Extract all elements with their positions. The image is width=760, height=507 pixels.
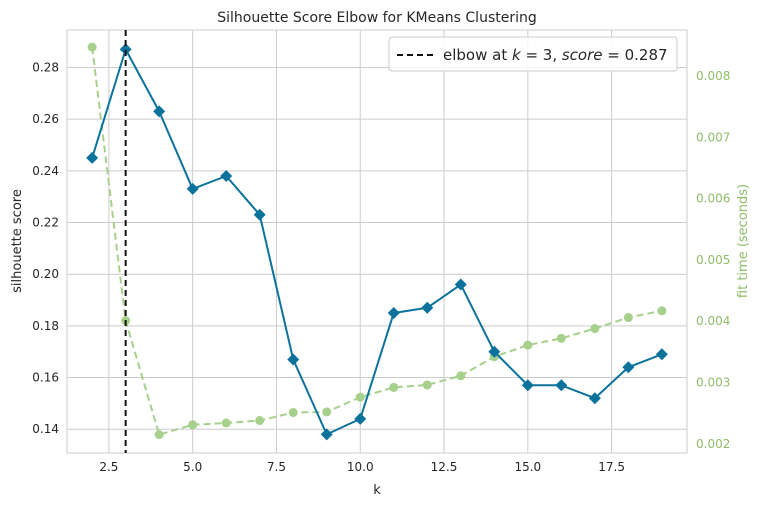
legend-elbow-label: elbow at k = 3, score = 0.287 [443,46,668,64]
fit-time-point [87,42,97,52]
x-tick-label: 15.0 [514,460,541,474]
y-tick-label: 0.24 [32,164,59,178]
silhouette-score-point [119,43,132,56]
silhouette-score-point [253,208,266,221]
silhouette-score-point [454,278,467,291]
fit-time-line [91,47,663,436]
y2-tick-label: 0.003 [696,376,730,390]
series-layer [86,42,668,441]
silhouette-score-point [186,182,199,195]
fit-time-point [322,407,332,417]
fit-time-point [523,340,533,350]
x-tick-label: 17.5 [598,460,625,474]
y2-tick-label: 0.007 [696,130,730,144]
silhouette-score-point [655,348,668,361]
silhouette-score-line [91,48,663,436]
y-tick-label: 0.28 [32,60,59,74]
fit-time-point [221,418,231,428]
silhouette-score-point [354,412,367,425]
y-tick-label: 0.16 [32,371,59,385]
silhouette-score-point [521,379,534,392]
silhouette-score-point [588,392,601,405]
fit-time-point [422,380,432,390]
silhouette-score-point [421,301,434,314]
y2-tick-label: 0.004 [696,314,730,328]
fit-time-point [556,333,566,343]
silhouette-score-point [387,306,400,319]
fit-time-point [657,306,667,316]
y2-tick-label: 0.002 [696,437,730,451]
y-axis-ticks: 0.14 0.16 0.18 0.20 0.22 0.24 0.26 0.28 [32,60,59,436]
y2-axis-label: fit time (seconds) [736,184,751,298]
x-tick-label: 12.5 [431,460,458,474]
silhouette-score-point [153,105,166,118]
legend-box [388,36,678,72]
y-tick-label: 0.20 [32,267,59,281]
grid [67,30,687,453]
y2-axis-ticks: 0.002 0.003 0.004 0.005 0.006 0.007 0.008 [696,69,730,451]
y2-tick-label: 0.006 [696,192,730,206]
x-tick-label: 7.5 [267,460,286,474]
silhouette-score-point [320,428,333,441]
x-axis-ticks: 2.5 5.0 7.5 10.0 12.5 15.0 17.5 [99,460,625,474]
x-axis-label: k [373,483,381,498]
silhouette-score-point [86,151,99,164]
fit-time-point [389,382,399,392]
y2-tick-label: 0.005 [696,253,730,267]
fit-time-point [288,408,298,418]
x-tick-label: 10.0 [347,460,374,474]
y-tick-label: 0.14 [32,422,59,436]
silhouette-score-point [287,353,300,366]
chart-title: Silhouette Score Elbow for KMeans Cluste… [217,10,537,26]
fit-time-point [355,392,365,402]
fit-time-point [154,430,164,440]
fit-time-point [188,420,198,430]
y-axis-label: silhouette score [10,189,25,293]
y-tick-label: 0.18 [32,319,59,333]
fit-time-point [255,416,265,426]
fit-time-point [623,313,633,323]
silhouette-score-point [622,361,635,374]
x-tick-label: 2.5 [99,460,118,474]
silhouette-score-point [488,345,501,358]
y-tick-label: 0.26 [32,112,59,126]
legend: elbow at k = 3, score = 0.287 [388,36,678,72]
plot-frame [66,29,688,454]
y-tick-label: 0.22 [32,216,59,230]
silhouette-score-point [220,169,233,182]
x-tick-label: 5.0 [183,460,202,474]
y2-tick-label: 0.008 [696,69,730,83]
fit-time-point [456,371,466,381]
fit-time-point [590,324,600,334]
silhouette-score-point [555,379,568,392]
